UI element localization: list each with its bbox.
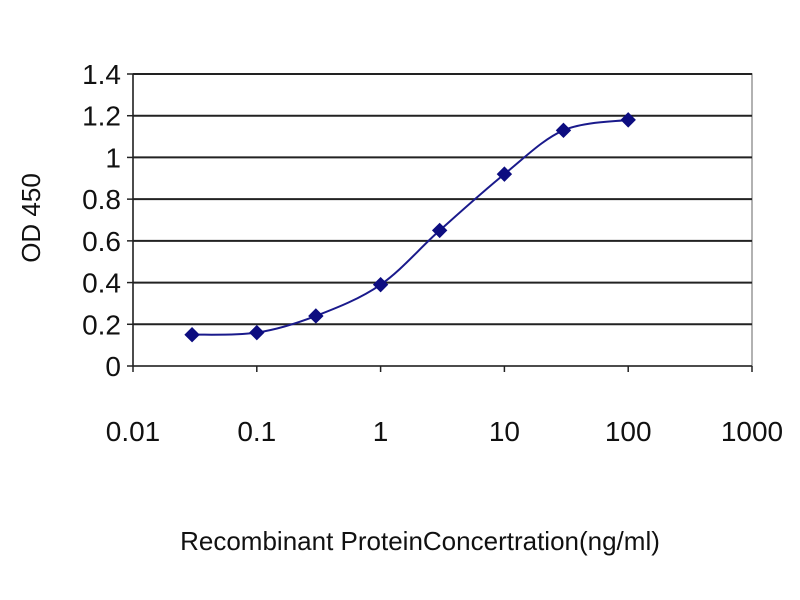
data-point <box>431 222 448 239</box>
y-tick-labels: 0 0.2 0.4 0.6 0.8 1 1.2 1.4 <box>82 59 133 382</box>
y-tick-label: 0.2 <box>82 309 121 340</box>
x-tick-label: 0.01 <box>106 416 161 447</box>
x-tick-labels: 0.01 0.1 1 10 100 1000 <box>106 366 783 447</box>
plot-frame <box>132 73 753 367</box>
y-tick-label: 0.8 <box>82 184 121 215</box>
x-axis-title: Recombinant ProteinConcertration(ng/ml) <box>180 526 660 556</box>
x-tick-label: 100 <box>605 416 652 447</box>
y-tick-label: 1 <box>105 142 121 173</box>
data-point <box>620 112 636 128</box>
data-point <box>184 327 200 343</box>
data-point <box>308 308 324 324</box>
y-tick-label: 0 <box>105 351 121 382</box>
y-tick-label: 1.4 <box>82 59 121 90</box>
x-tick-label: 1000 <box>721 416 783 447</box>
y-tick-label: 1.2 <box>82 101 121 132</box>
x-tick-label: 10 <box>489 416 520 447</box>
data-point <box>496 166 513 182</box>
data-point <box>555 122 572 139</box>
y-tick-label: 0.6 <box>82 226 121 257</box>
series-layer <box>184 112 636 343</box>
y-axis-title: OD 450 <box>16 173 46 263</box>
x-tick-label: 1 <box>373 416 389 447</box>
gridlines <box>133 73 752 326</box>
plot-frame-group <box>132 73 753 367</box>
data-point <box>249 324 265 341</box>
x-tick-label: 0.1 <box>237 416 276 447</box>
y-tick-label: 0.4 <box>82 268 121 299</box>
data-point <box>372 276 389 293</box>
